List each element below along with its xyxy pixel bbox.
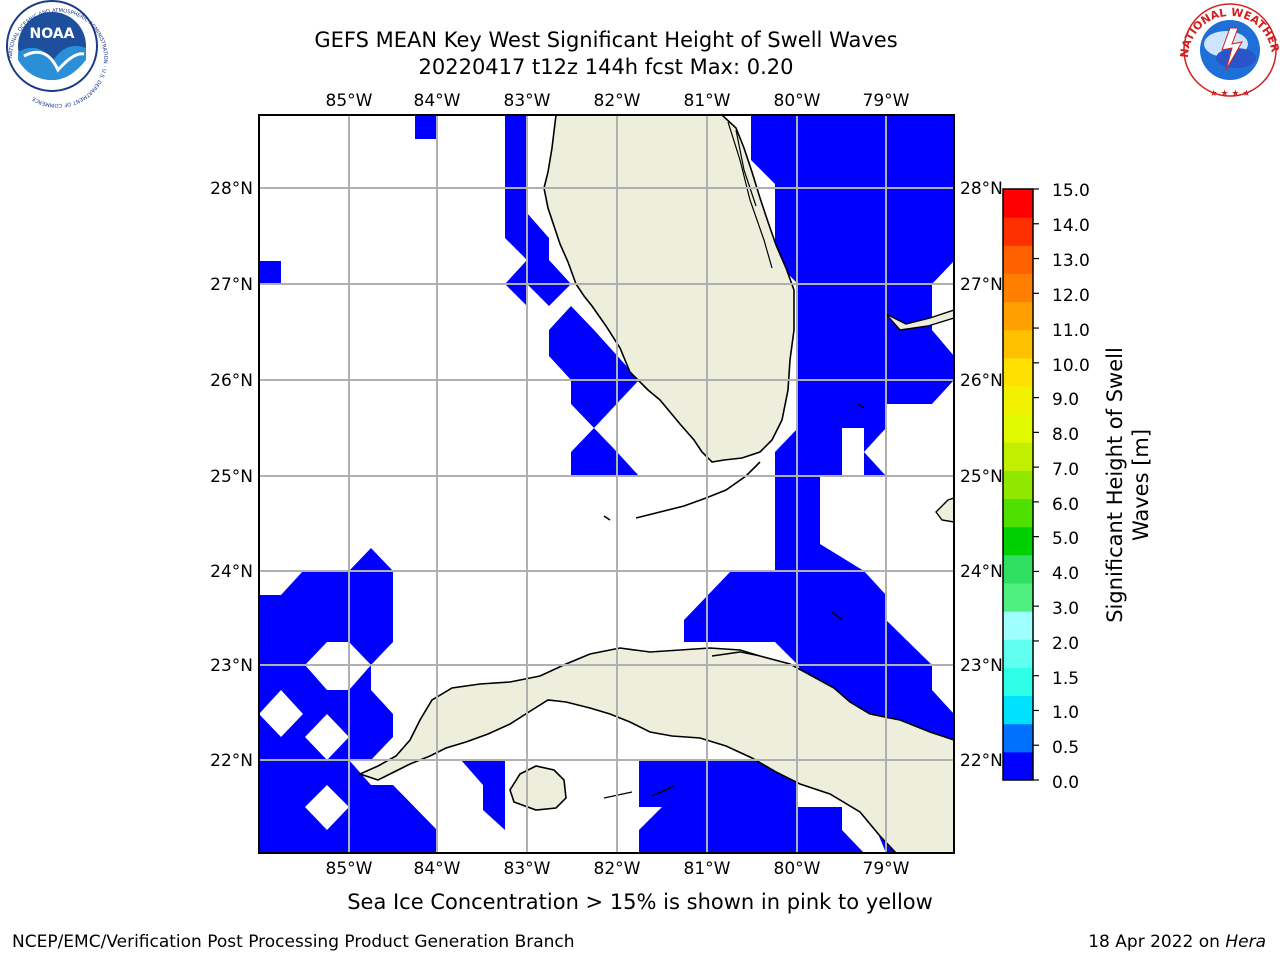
colorbar-tick: 0.0 <box>1052 773 1079 793</box>
footer-machine: Hera <box>1225 932 1266 952</box>
colorbar-tick: 2.0 <box>1052 634 1079 654</box>
colorbar-tick: 6.0 <box>1052 495 1079 515</box>
lat-label-right: 24°N <box>960 562 1003 582</box>
lon-label-bottom: 84°W <box>414 859 461 879</box>
colorbar-frame <box>1002 188 1034 781</box>
chart-subtitle: 20220417 t12z 144h fcst Max: 0.20 <box>418 55 794 79</box>
lat-label-left: 22°N <box>210 751 253 771</box>
noaa-logo-text: NOAA <box>30 26 75 42</box>
lat-label-right: 27°N <box>960 275 1003 295</box>
lon-label-top: 81°W <box>684 91 731 111</box>
lon-label-top: 82°W <box>594 91 641 111</box>
colorbar-tick: 11.0 <box>1052 321 1090 341</box>
colorbar-tick: 7.0 <box>1052 460 1079 480</box>
chart-title: GEFS MEAN Key West Significant Height of… <box>314 28 898 52</box>
isla-juventud <box>509 765 567 811</box>
colorbar-segment <box>1003 611 1033 640</box>
colorbar-segment <box>1003 639 1033 668</box>
lat-labels-right: 28°N 27°N 26°N 25°N 24°N 23°N 22°N <box>960 179 1003 771</box>
colorbar-segment <box>1003 442 1033 471</box>
lat-label-right: 22°N <box>960 751 1003 771</box>
lat-label-left: 25°N <box>210 467 253 487</box>
colorbar-label-line1: Significant Height of Swell <box>1103 347 1127 623</box>
colorbar-segment <box>1003 273 1033 303</box>
swell-holes <box>259 690 349 830</box>
lon-label-top: 84°W <box>414 91 461 111</box>
lon-label-bottom: 83°W <box>504 859 551 879</box>
colorbar-segment <box>1003 414 1033 443</box>
colorbar-tick: 13.0 <box>1052 251 1090 271</box>
lon-label-bottom: 82°W <box>594 859 641 879</box>
lat-label-left: 27°N <box>210 275 253 295</box>
nws-logo: NATIONAL WEATHER SERVICE ★ ★ ★ ★ <box>0 0 1280 99</box>
colorbar-label: Significant Height of Swell Waves [m] <box>1103 347 1153 623</box>
colorbar-segment <box>1003 329 1033 359</box>
colorbar-tick: 14.0 <box>1052 216 1090 236</box>
colorbar-segment <box>1003 357 1033 387</box>
colorbar-tick: 0.5 <box>1052 738 1079 758</box>
florida-land <box>543 115 795 463</box>
colorbar-tick: 1.0 <box>1052 703 1079 723</box>
colorbar-tick: 3.0 <box>1052 599 1079 619</box>
nws-stars-icon: ★ ★ ★ ★ <box>1210 89 1251 99</box>
colorbar <box>1002 188 1039 781</box>
lon-label-bottom: 79°W <box>863 859 910 879</box>
lat-label-left: 28°N <box>210 179 253 199</box>
lon-label-bottom: 85°W <box>326 859 373 879</box>
lon-label-top: 83°W <box>504 91 551 111</box>
colorbar-tick: 9.0 <box>1052 390 1079 410</box>
colorbar-segment <box>1003 554 1033 584</box>
lat-label-right: 28°N <box>960 179 1003 199</box>
sea-ice-caption: Sea Ice Concentration > 15% is shown in … <box>347 890 933 914</box>
lon-label-bottom: 81°W <box>684 859 731 879</box>
lat-label-right: 26°N <box>960 371 1003 391</box>
lat-labels-left: 28°N 27°N 26°N 25°N 24°N 23°N 22°N <box>210 179 253 771</box>
colorbar-tick: 5.0 <box>1052 529 1079 549</box>
lon-labels-bottom: 85°W 84°W 83°W 82°W 81°W 80°W 79°W <box>326 859 910 879</box>
colorbar-tick: 15.0 <box>1052 181 1090 201</box>
lon-label-top: 80°W <box>774 91 821 111</box>
colorbar-segment <box>1003 526 1033 556</box>
colorbar-label-line2: Waves [m] <box>1129 429 1153 541</box>
colorbar-tick: 10.0 <box>1052 356 1090 376</box>
lat-label-right: 25°N <box>960 467 1003 487</box>
colorbar-tick: 4.0 <box>1052 564 1079 584</box>
colorbar-tick: 12.0 <box>1052 286 1090 306</box>
colorbar-segment <box>1003 667 1033 697</box>
lon-label-top: 85°W <box>326 91 373 111</box>
colorbar-ticks: 15.0 14.0 13.0 12.0 11.0 10.0 9.0 8.0 7.… <box>1052 181 1090 793</box>
lon-label-bottom: 80°W <box>774 859 821 879</box>
lon-labels-top: 85°W 84°W 83°W 82°W 81°W 80°W 79°W <box>326 91 910 111</box>
colorbar-segment <box>1003 583 1033 612</box>
colorbar-tick: 8.0 <box>1052 425 1079 445</box>
footer-branch: NCEP/EMC/Verification Post Processing Pr… <box>12 932 575 952</box>
colorbar-segment <box>1003 695 1033 725</box>
noaa-logo: NOAA NATIONAL OCEANIC AND ATMOSPHERIC AD… <box>6 0 108 108</box>
footer-date: 18 Apr 2022 on Hera <box>1088 932 1266 952</box>
colorbar-segment <box>1003 217 1033 246</box>
colorbar-segment <box>1003 189 1033 218</box>
colorbar-segment <box>1003 470 1033 500</box>
colorbar-segment <box>1003 751 1033 781</box>
colorbar-segment <box>1003 723 1033 753</box>
lat-label-left: 26°N <box>210 371 253 391</box>
colorbar-segment <box>1003 245 1033 274</box>
colorbar-segment <box>1003 386 1033 415</box>
colorbar-tick: 1.5 <box>1052 669 1079 689</box>
colorbar-segment <box>1003 498 1033 528</box>
lat-label-right: 23°N <box>960 656 1003 676</box>
nws-ring-text: NATIONAL WEATHER SERVICE <box>0 0 1280 58</box>
lat-label-left: 23°N <box>210 656 253 676</box>
cuba-land <box>357 647 954 853</box>
map-panel <box>258 114 955 854</box>
map-frame <box>258 114 955 854</box>
footer-date-text: 18 Apr 2022 on <box>1088 932 1220 952</box>
graticule <box>259 115 954 853</box>
lat-label-left: 24°N <box>210 562 253 582</box>
colorbar-segment <box>1003 301 1033 331</box>
lon-label-top: 79°W <box>863 91 910 111</box>
